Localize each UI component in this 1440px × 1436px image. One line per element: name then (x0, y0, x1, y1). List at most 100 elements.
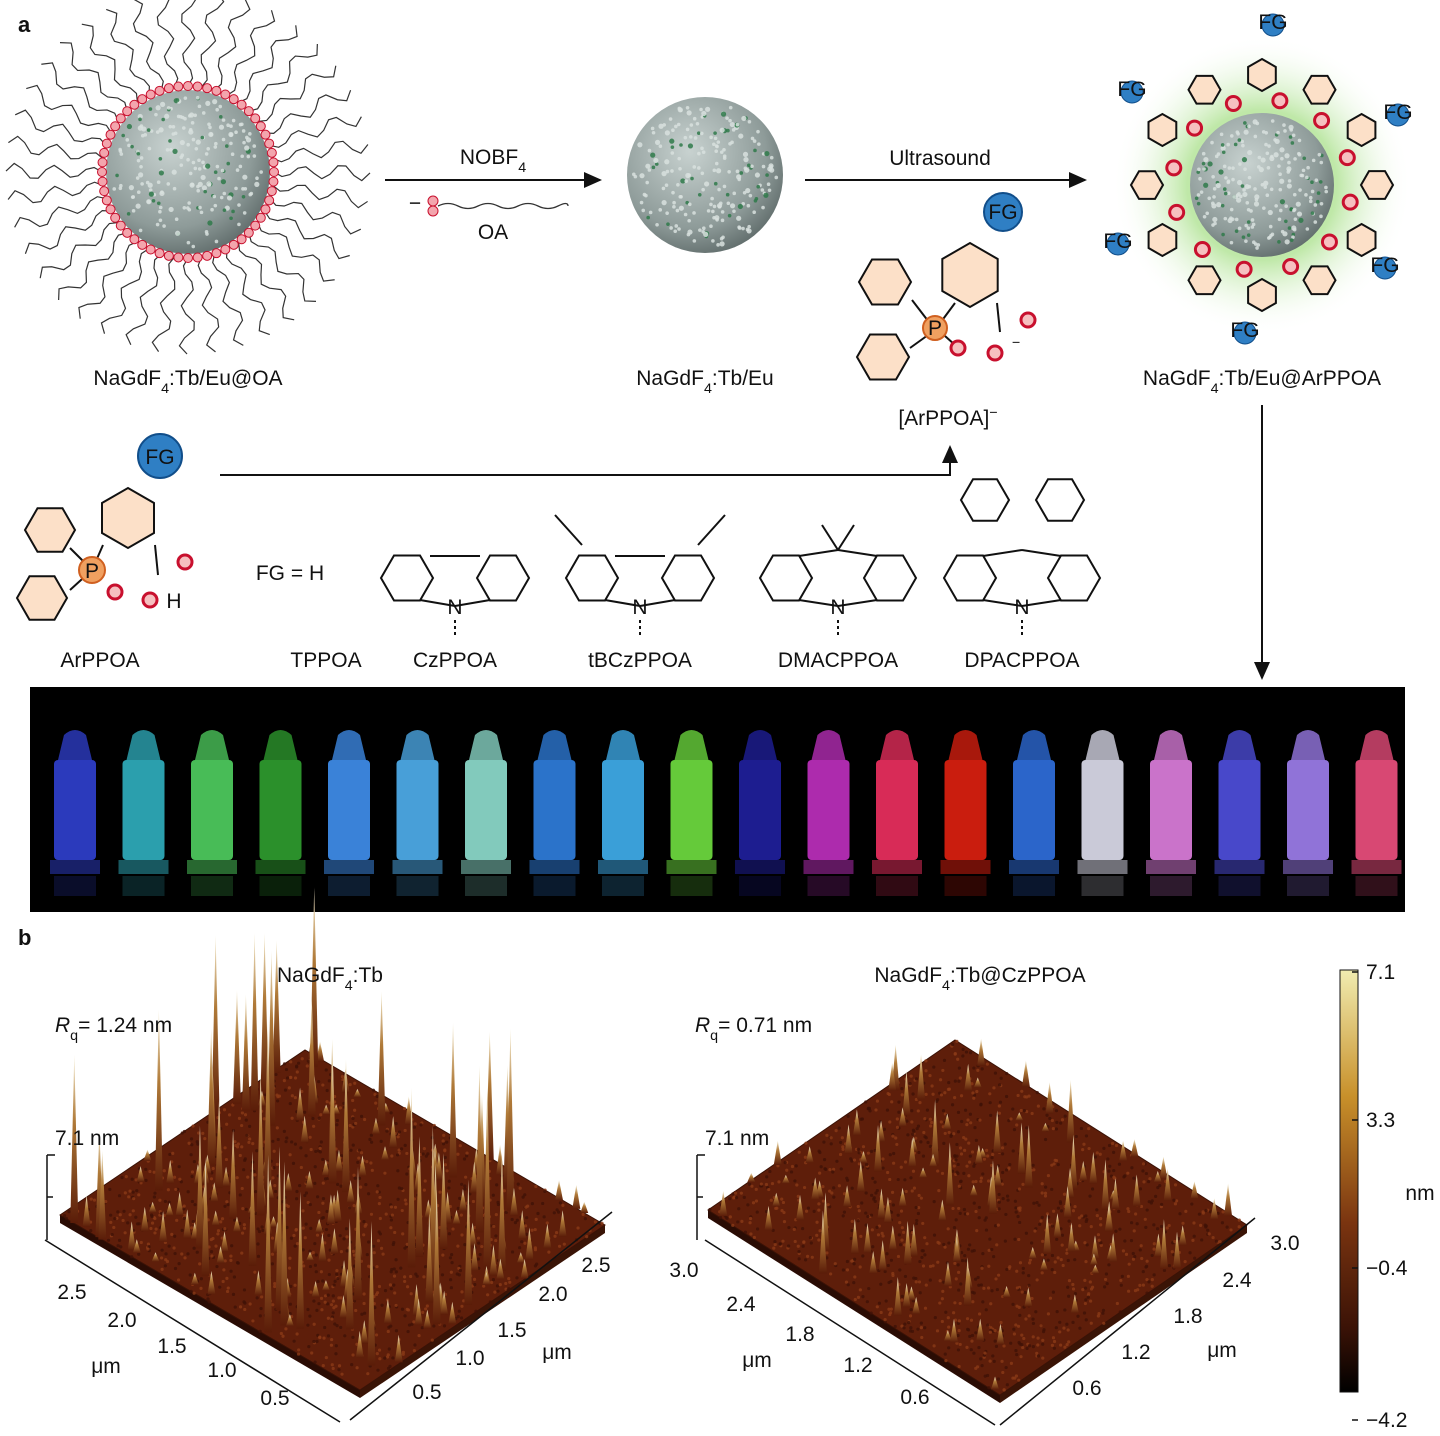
texture (1150, 1199, 1154, 1203)
texture (1145, 1277, 1149, 1282)
vial-cap (880, 730, 914, 760)
ligand-name: DPACPPOA (964, 649, 1079, 672)
texture (256, 1254, 261, 1258)
atom (180, 115, 185, 120)
texture (152, 1195, 157, 1199)
texture (581, 1212, 585, 1216)
headgroup (266, 147, 277, 158)
texture (825, 1133, 829, 1137)
atom-label: N (830, 596, 845, 619)
texture (445, 1169, 449, 1173)
texture (197, 1131, 201, 1135)
atom (171, 124, 176, 129)
spike (888, 1225, 897, 1251)
texture (886, 1263, 890, 1268)
texture (917, 1150, 921, 1155)
texture (1058, 1200, 1062, 1204)
texture (1211, 1236, 1215, 1240)
headgroup (110, 121, 121, 132)
spike (907, 1286, 916, 1301)
text-part: q (710, 1028, 718, 1044)
texture (977, 1205, 981, 1210)
texture (113, 1217, 117, 1221)
texture (867, 1286, 871, 1291)
text-part: 4 (942, 978, 950, 994)
texture (259, 1306, 263, 1311)
atom (720, 210, 725, 214)
text-part: 4 (161, 381, 169, 397)
atom (709, 224, 713, 229)
texture (121, 1218, 125, 1223)
texture (430, 1338, 434, 1342)
texture (298, 1184, 302, 1188)
oxygen (427, 195, 439, 207)
texture (353, 1176, 357, 1180)
texture (974, 1138, 978, 1142)
ligand-chain (248, 43, 318, 112)
atom (1289, 238, 1294, 242)
atom (720, 218, 725, 223)
texture (104, 1200, 108, 1204)
texture (1130, 1166, 1134, 1170)
spike (516, 1252, 525, 1263)
texture (974, 1209, 978, 1214)
texture (491, 1278, 496, 1282)
texture (988, 1237, 992, 1241)
atom (735, 169, 740, 174)
texture (392, 1274, 397, 1278)
texture (242, 1223, 246, 1227)
texture (308, 1264, 313, 1269)
atom (245, 135, 249, 140)
texture (902, 1326, 906, 1330)
texture (316, 1195, 320, 1199)
ligand-name: TPPOA (290, 649, 361, 672)
atom (732, 191, 737, 196)
spike (518, 1210, 527, 1240)
atom (1240, 184, 1245, 188)
texture (417, 1334, 421, 1338)
texture (363, 1224, 367, 1228)
texture (276, 1137, 280, 1142)
atom (179, 155, 184, 160)
texture (284, 1139, 288, 1144)
texture (300, 1089, 304, 1094)
spike (358, 1155, 367, 1177)
atom (188, 171, 193, 176)
vial (670, 760, 713, 860)
texture (856, 1219, 860, 1223)
atom (241, 194, 246, 199)
vial-base (1009, 860, 1059, 874)
texture (1150, 1253, 1154, 1258)
atom (1226, 142, 1230, 147)
texture (1150, 1284, 1154, 1288)
texture (451, 1227, 455, 1231)
texture (1016, 1324, 1021, 1328)
line (1021, 549, 1062, 557)
texture (1059, 1209, 1064, 1213)
spike (1163, 1168, 1172, 1202)
texture (315, 1339, 319, 1343)
ligand-chain (26, 84, 112, 134)
texture (919, 1321, 923, 1325)
ligand-chain (58, 232, 128, 301)
atom (1267, 209, 1273, 216)
texture (1140, 1256, 1144, 1261)
atom-label: P (928, 317, 942, 340)
vial-base (1351, 860, 1402, 874)
texture (953, 1095, 957, 1100)
ligand-chain (59, 42, 128, 112)
texture (504, 1210, 508, 1215)
headgroup (99, 147, 110, 158)
texture (971, 1180, 975, 1184)
vial (1081, 760, 1124, 860)
fg (1261, 13, 1285, 37)
atom (139, 164, 143, 169)
texture (351, 1116, 355, 1121)
atom (1197, 167, 1201, 172)
spike (929, 1153, 938, 1167)
tick-label: 3.0 (669, 1259, 698, 1282)
vial-base (666, 860, 717, 874)
atom (713, 136, 718, 141)
headgroup (105, 204, 116, 215)
spike (345, 1218, 354, 1330)
